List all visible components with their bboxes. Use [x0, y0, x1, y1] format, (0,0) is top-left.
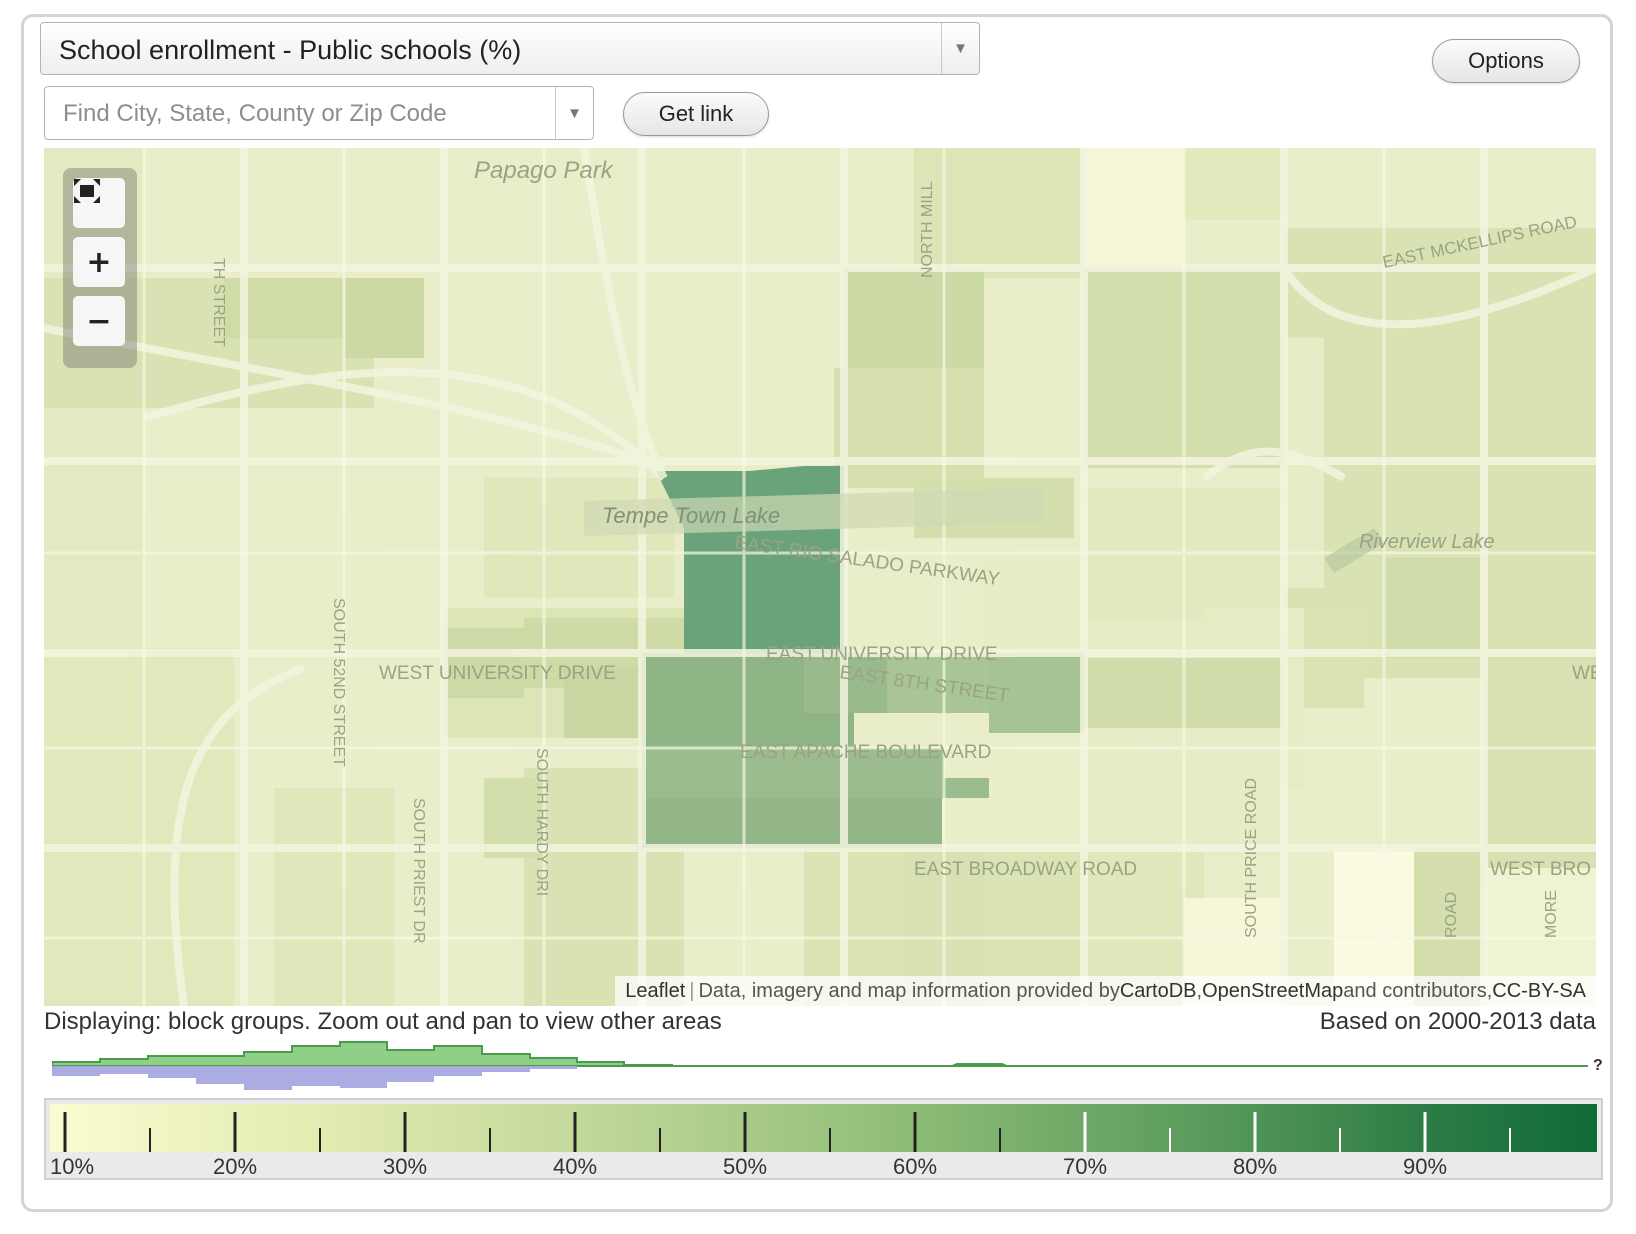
attribution-separator: | — [689, 979, 695, 1002]
fullscreen-icon[interactable] — [73, 178, 125, 228]
map-label-north-mill: NORTH MILL — [919, 181, 936, 278]
search-input[interactable] — [61, 97, 545, 131]
map-label-tempe-town-lake: Tempe Town Lake — [602, 503, 780, 528]
legend-label: 60% — [893, 1154, 938, 1179]
distribution-histogram: ? — [52, 1041, 1603, 1090]
displaying-text: Displaying: block groups. Zoom out and p… — [44, 1008, 722, 1035]
map-attribution: Leaflet | Data, imagery and map informati… — [615, 976, 1596, 1006]
histogram-unknown-marker: ? — [1593, 1057, 1603, 1074]
legend-label: 30% — [383, 1154, 428, 1179]
map-canvas[interactable]: Papago Park Tempe Town Lake Riverview La… — [44, 148, 1596, 1006]
attribution-osm-link[interactable]: OpenStreetMap — [1202, 979, 1344, 1002]
map-label-south-52nd-street: SOUTH 52ND STREET — [330, 598, 347, 767]
high-value-block-groups — [642, 466, 1084, 848]
zoom-out-button[interactable]: − — [73, 296, 125, 346]
attribution-leaflet-link[interactable]: Leaflet — [625, 979, 686, 1002]
legend-labels: 10% 20% 30% 40% 50% 60% 70% 80% 90% — [50, 1152, 1597, 1179]
legend-label: 80% — [1233, 1154, 1278, 1179]
map-label-road: ROAD — [1443, 892, 1460, 938]
histogram-comparison — [52, 1066, 577, 1090]
dropdown-arrow-icon[interactable]: ▼ — [941, 23, 979, 74]
legend-gradient — [50, 1104, 1597, 1152]
map-label-east-broadway-road: EAST BROADWAY ROAD — [914, 859, 1137, 880]
attribution-text: Data, imagery and map information provid… — [698, 979, 1120, 1002]
legend-ticks — [63, 1112, 1511, 1152]
attribution-license-link[interactable]: CC-BY-SA — [1492, 979, 1586, 1002]
map-label-west-university-drive: WEST UNIVERSITY DRIVE — [379, 663, 616, 684]
histogram-this-area — [52, 1041, 673, 1067]
get-link-button[interactable]: Get link — [623, 92, 769, 136]
legend-label: 70% — [1063, 1154, 1108, 1179]
map-label-west-broadway: WEST BRO — [1490, 859, 1591, 880]
status-line: Displaying: block groups. Zoom out and p… — [44, 1008, 1596, 1038]
map-label-th-street: TH STREET — [210, 258, 227, 347]
color-legend: 10% 20% 30% 40% 50% 60% 70% 80% 90% — [44, 1098, 1603, 1180]
map-label-more: MORE — [1543, 890, 1560, 938]
zoom-in-button[interactable]: + — [73, 237, 125, 287]
riverview-lake-shape — [1324, 528, 1384, 573]
search-dropdown-arrow-icon[interactable]: ▼ — [555, 87, 593, 139]
options-button[interactable]: Options — [1432, 39, 1580, 83]
map-label-east-university-drive: EAST UNIVERSITY DRIVE — [766, 644, 998, 665]
roads — [44, 148, 1596, 1006]
attribution-cartodb-link[interactable]: CartoDB — [1119, 979, 1197, 1002]
lake-shape — [584, 488, 1044, 536]
map-label-south-priest-dr: SOUTH PRIEST DR — [410, 798, 427, 944]
map-label-east-apache-boulevard: EAST APACHE BOULEVARD — [740, 742, 991, 763]
map-zoom-controls: + − — [63, 168, 137, 368]
legend-label: 50% — [723, 1154, 768, 1179]
map-label-south-hardy-dr: SOUTH HARDY DRI — [533, 748, 550, 896]
map-label-south-price-road: SOUTH PRICE ROAD — [1243, 778, 1260, 938]
map-label-we: WE — [1572, 663, 1596, 684]
legend-label: 10% — [50, 1154, 95, 1179]
data-range-text: Based on 2000-2013 data — [1319, 1008, 1596, 1035]
map[interactable]: Papago Park Tempe Town Lake Riverview La… — [44, 148, 1596, 1006]
map-label-papago-park: Papago Park — [474, 157, 615, 184]
map-label-riverview-lake: Riverview Lake — [1359, 531, 1495, 553]
variable-select-value: School enrollment - Public schools (%) — [59, 35, 522, 65]
legend-label: 40% — [553, 1154, 598, 1179]
variable-select[interactable]: School enrollment - Public schools (%) ▼ — [40, 22, 980, 75]
location-search[interactable]: ▼ — [44, 86, 594, 140]
attribution-comma: , — [1196, 979, 1203, 1002]
histogram-tail — [672, 1063, 1588, 1067]
legend-label: 90% — [1403, 1154, 1448, 1179]
legend-label: 20% — [213, 1154, 258, 1179]
attribution-text-2: and contributors, — [1343, 979, 1493, 1002]
